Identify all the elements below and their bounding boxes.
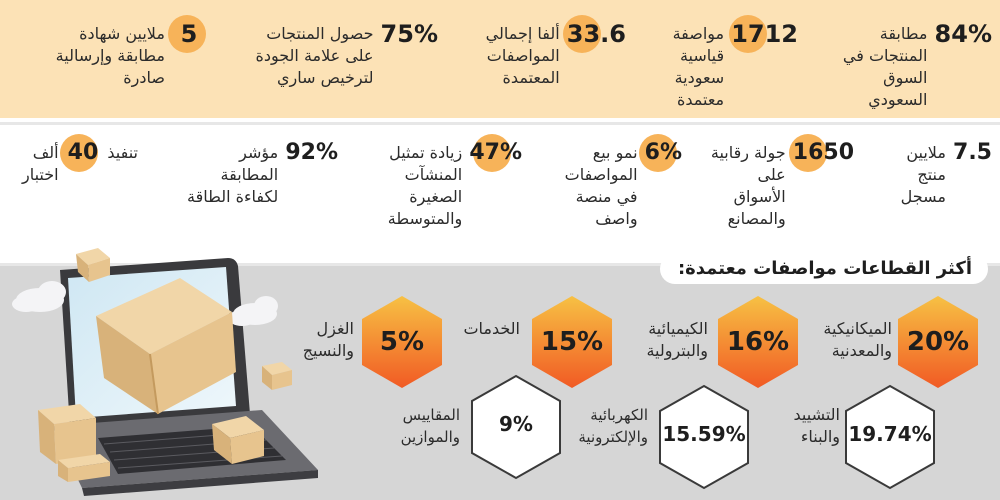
stat-inspection-rounds: 1650 جولة رقابية على الأسواق والمصانع [711,133,856,230]
stat-label: مواصفة قياسية سعودية معتمدة [672,24,725,109]
hexagon-shape [898,296,978,388]
badge-circle [638,134,677,172]
sector-chemical: 16% [716,294,800,390]
stats-band-top [0,0,1000,118]
stat-value-badge: 1650 [788,133,856,173]
sector-label: الكهربائية والإلكترونية [578,406,648,446]
stat-value: 92% [285,140,338,165]
stat-value: 5 [180,20,198,48]
sector-construction: 19.74% [844,384,936,490]
stat-value: 7.5 [953,140,992,165]
stat-value-badge: 1712 [729,14,800,54]
stat-label: مطابقة المنتجات في السوق السعودي [842,24,928,109]
sector-label: الكيميائية والبترولية [646,319,708,360]
stat-label: جولة رقابية على الأسواق والمصانع [710,143,786,228]
stat-sme-representation: 47% زيادة تمثيل المنشآت الصغيرة والمتوسط… [388,133,524,230]
stat-standards-count: 1712 مواصفة قياسية سعودية معتمدة [673,14,800,111]
stat-energy-efficiency: 92% مؤشر المطابقة لكفاءة الطاقة [187,133,340,208]
hexagon-shape [471,374,561,480]
stat-label: ألفا إجمالي المواصفات المعتمدة [485,24,560,87]
sectors-title: أكثر القطاعات مواصفات معتمدة: [659,254,988,284]
sector-services: 15% [530,294,614,390]
stat-value: 84% [934,20,992,48]
sector-value: 5% [379,327,425,357]
sector-label: الخدمات [463,319,520,338]
sector-electrical: 15.59% [658,384,750,490]
badge-circle [168,15,206,53]
badge-circle [562,15,601,53]
stat-label: مؤشر المطابقة لكفاءة الطاقة [187,143,279,206]
sector-value: 15% [540,327,604,357]
stat-quality-mark: 75% حصول المنتجات على علامة الجودة لترخي… [255,14,440,89]
stat-wasif-growth: 6% نمو بيع المواصفات في منصة واصف [565,133,684,230]
stat-value: 47% [469,140,522,165]
stat-label: زيادة تمثيل المنشآت الصغيرة والمتوسطة [387,143,463,228]
stat-value: 1712 [731,20,798,48]
stat-value: 6% [644,140,682,165]
laptop-boxes-illustration [12,248,318,496]
sector-value: 9% [499,412,533,436]
hexagon-shape [718,296,798,388]
stat-value: 1650 [792,140,854,165]
sector-value: 16% [726,327,790,357]
stat-label-before: تنفيذ [107,143,138,162]
stat-value-badge: 47% [467,133,524,173]
stat-label: حصول المنتجات على علامة الجودة لترخيص سا… [255,24,374,87]
stat-value: 40 [67,140,99,165]
stat-label: نمو بيع المواصفات في منصة واصف [564,143,638,228]
sector-value: 20% [906,327,970,357]
stat-label: ملايين شهادة مطابقة وإرسالية صادرة [55,24,165,87]
badge-circle [473,134,512,172]
sector-label: التشييد والبناء [793,405,840,446]
sector-textiles: 5% [360,294,444,390]
sector-label: الغزل والنسيج [302,319,354,360]
stat-value: 33.6 [566,20,626,48]
stat-value-badge: 33.6 [562,14,628,54]
badge-circle [788,134,827,172]
sector-label: الميكانيكية والمعدنية [823,319,892,360]
hexagon-shape [362,296,442,388]
sector-label: المقاييس والموازين [400,406,460,446]
stat-certificates: 5 ملايين شهادة مطابقة وإرسالية صادرة [56,14,208,89]
stat-value-badge: 40 [59,133,101,173]
stat-label: ملايين منتج مسجل [900,143,946,206]
badge-circle [59,134,98,172]
sector-value: 15.59% [662,422,746,446]
stat-value-badge: 6% [638,133,684,173]
hexagon-shape [845,384,935,490]
sector-measuring: 9% [470,374,562,480]
stat-value: 75% [380,20,438,48]
hexagon-shape [532,296,612,388]
sector-value: 19.74% [848,422,932,446]
stat-registered-products: 7.5 ملايين منتج مسجل [901,133,994,208]
stat-total-standards: 33.6 ألفا إجمالي المواصفات المعتمدة [486,14,628,89]
stat-product-conformity: 84% مطابقة المنتجات في السوق السعودي [843,14,994,111]
stat-label-after: ألف اختبار [21,143,59,184]
sector-mechanical: 20% [896,294,980,390]
hexagon-shape [659,384,749,490]
badge-circle [729,15,768,53]
stat-value-badge: 5 [168,14,208,54]
stat-tests: تنفيذ 40 ألف اختبار [22,133,138,186]
